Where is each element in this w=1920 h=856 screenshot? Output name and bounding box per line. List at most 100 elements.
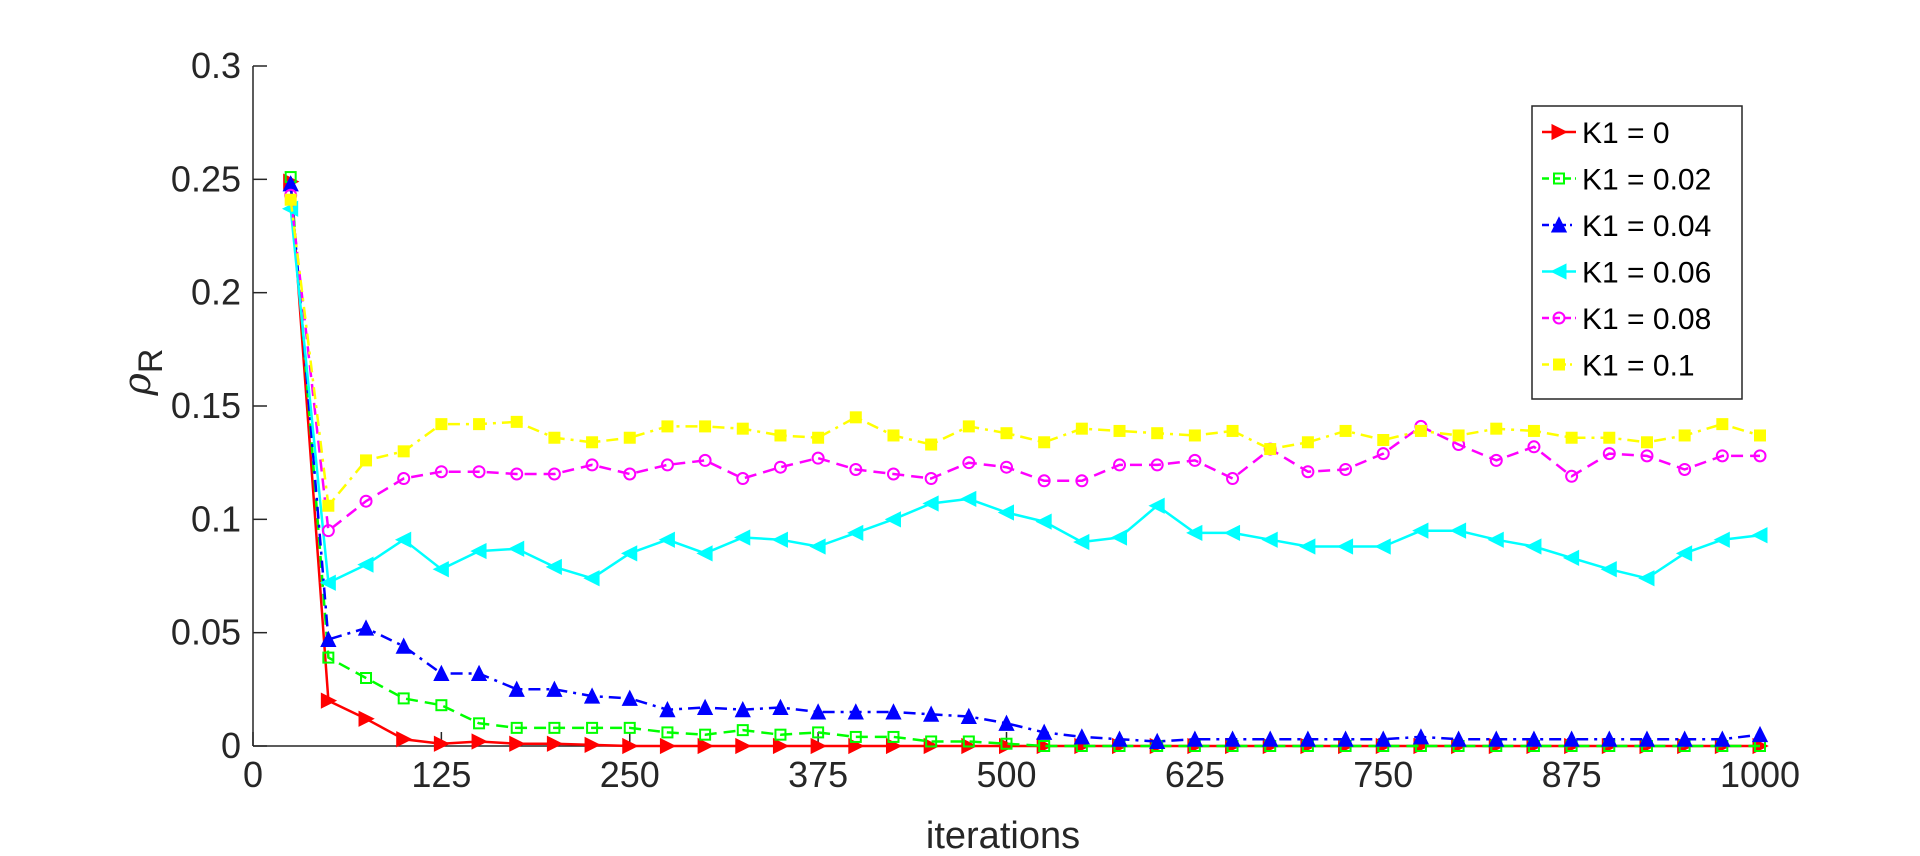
data-point [962, 735, 975, 748]
data-point [1000, 460, 1013, 474]
data-point [849, 730, 862, 743]
data-point [849, 411, 862, 424]
data-point [1037, 474, 1051, 488]
data-point [1412, 522, 1429, 539]
legend-marker [1550, 216, 1568, 233]
data-point [1151, 427, 1164, 440]
data-point [1186, 730, 1203, 747]
data-point [847, 524, 864, 542]
data-point [586, 436, 599, 449]
x-tick-label: 375 [788, 754, 848, 795]
data-point [546, 735, 564, 752]
data-point [435, 418, 448, 431]
data-point [397, 692, 410, 705]
data-point [322, 499, 335, 512]
data-point [812, 431, 825, 444]
data-point [1527, 440, 1541, 454]
data-point [623, 721, 636, 734]
data-point [1337, 730, 1354, 747]
data-point [699, 420, 712, 433]
data-point [509, 735, 526, 752]
data-point [774, 429, 787, 442]
legend-marker [1551, 123, 1568, 141]
x-tick-label: 125 [411, 754, 471, 795]
y-tick-label: 0.2 [191, 272, 241, 313]
data-point [1374, 538, 1391, 555]
data-point [698, 453, 712, 467]
data-point [736, 472, 750, 486]
data-point [586, 721, 599, 734]
data-point [697, 737, 714, 755]
data-point [734, 529, 751, 546]
data-point [1600, 561, 1617, 578]
data-point [1489, 453, 1503, 467]
legend-marker [1553, 358, 1565, 371]
data-point [1675, 545, 1693, 562]
data-point [473, 717, 486, 730]
data-point [1603, 431, 1616, 444]
data-point [1601, 730, 1618, 747]
data-point [1073, 728, 1090, 745]
data-point [433, 664, 450, 681]
x-tick-label: 1000 [1720, 754, 1800, 795]
data-point [321, 524, 335, 538]
series-5 [284, 188, 1767, 538]
legend-item: K1 = 0.1 [1542, 350, 1695, 383]
data-point [1188, 453, 1202, 467]
legend-marker [1553, 172, 1565, 185]
data-point [357, 556, 374, 573]
axes: 0 125 250 375 500 625 750 875 1000 0 0.05 0.1 0.15 0.… [171, 45, 1800, 795]
data-point [1301, 465, 1315, 479]
data-point [472, 465, 486, 479]
data-point [357, 619, 375, 636]
data-point [1113, 424, 1126, 437]
data-point [396, 731, 413, 748]
series-line [289, 195, 1760, 532]
data-point [1038, 436, 1051, 449]
data-point [1336, 538, 1354, 555]
data-point [924, 472, 938, 486]
data-point [736, 724, 749, 737]
data-point [584, 736, 601, 753]
data-point [1753, 449, 1767, 463]
data-point [1110, 529, 1128, 546]
data-point [849, 462, 863, 476]
data-point [583, 570, 600, 587]
x-tick-label: 625 [1165, 754, 1225, 795]
legend-marker [1550, 263, 1567, 280]
data-point [960, 490, 977, 508]
data-point [1640, 436, 1653, 449]
legend-item: K1 = 0.06 [1542, 257, 1711, 290]
data-point [735, 737, 752, 755]
series-line [289, 199, 1761, 507]
data-point [1264, 443, 1277, 456]
data-point [659, 700, 676, 718]
data-point [1490, 422, 1503, 435]
data-point [925, 735, 938, 748]
data-point [1488, 730, 1505, 747]
y-tick-label: 0.15 [171, 385, 241, 426]
series-line [289, 181, 1760, 748]
data-point [1224, 730, 1241, 747]
legend-label: K1 = 0.1 [1582, 350, 1695, 383]
data-point [885, 703, 902, 720]
data-point [1226, 424, 1239, 437]
data-point [1223, 524, 1241, 542]
data-point [1148, 497, 1165, 514]
data-point [661, 420, 674, 433]
data-point [433, 735, 451, 752]
data-point [812, 726, 825, 739]
data-point [432, 561, 449, 578]
y-axis-label: ρR [115, 349, 170, 397]
data-point [510, 721, 523, 734]
data-point [1527, 424, 1540, 437]
data-point [699, 728, 712, 741]
data-point [395, 637, 412, 654]
data-point [621, 689, 638, 706]
data-point [847, 703, 864, 720]
data-point [772, 737, 790, 755]
data-point [1638, 730, 1656, 747]
data-point [962, 456, 976, 470]
legend-item: K1 = 0.08 [1542, 303, 1711, 336]
data-point [884, 511, 901, 528]
